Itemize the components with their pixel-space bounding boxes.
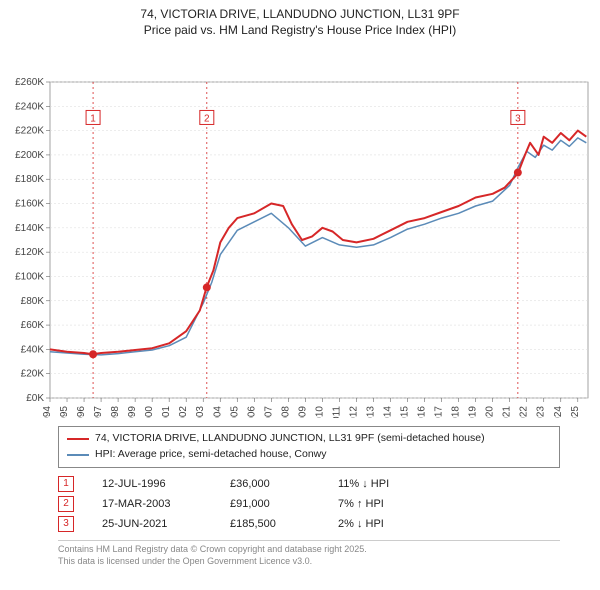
svg-text:2015: 2015 [400, 406, 411, 418]
legend-label-0: 74, VICTORIA DRIVE, LLANDUDNO JUNCTION, … [95, 431, 485, 447]
svg-text:£40K: £40K [21, 345, 45, 356]
transactions-table: 1 12-JUL-1996 £36,000 11% ↓ HPI 2 17-MAR… [58, 474, 560, 534]
footer-line-1: Contains HM Land Registry data © Crown c… [58, 544, 560, 556]
tx-price: £91,000 [230, 498, 310, 510]
svg-text:£120K: £120K [15, 248, 44, 259]
tx-delta: 11% ↓ HPI [338, 478, 428, 490]
svg-text:2002: 2002 [178, 406, 189, 418]
svg-text:£140K: £140K [15, 223, 44, 234]
svg-text:2022: 2022 [519, 406, 530, 418]
svg-text:2017: 2017 [434, 406, 445, 418]
title-line-1: 74, VICTORIA DRIVE, LLANDUDNO JUNCTION, … [0, 6, 600, 22]
svg-text:2023: 2023 [536, 406, 547, 418]
svg-text:2006: 2006 [246, 406, 257, 418]
tx-delta: 7% ↑ HPI [338, 498, 428, 510]
svg-text:2000: 2000 [144, 406, 155, 418]
svg-text:£260K: £260K [15, 77, 44, 88]
svg-text:2009: 2009 [297, 406, 308, 418]
svg-text:£60K: £60K [21, 320, 45, 331]
svg-text:2: 2 [204, 114, 210, 125]
legend-swatch-1 [67, 454, 89, 456]
svg-text:2012: 2012 [348, 406, 359, 418]
tx-price: £36,000 [230, 478, 310, 490]
table-row: 3 25-JUN-2021 £185,500 2% ↓ HPI [58, 514, 560, 534]
svg-text:£200K: £200K [15, 150, 44, 161]
svg-text:2019: 2019 [468, 406, 479, 418]
svg-text:2011: 2011 [331, 406, 342, 418]
svg-text:1999: 1999 [127, 406, 138, 418]
tx-badge-2: 2 [58, 496, 74, 512]
legend-swatch-0 [67, 438, 89, 440]
tx-delta: 2% ↓ HPI [338, 518, 428, 530]
svg-text:2020: 2020 [485, 406, 496, 418]
chart-area: £0K £20K £40K £60K £80K £100K £120K £140K £160K £… [0, 38, 600, 418]
legend-label-1: HPI: Average price, semi-detached house,… [95, 447, 327, 463]
svg-text:£240K: £240K [15, 102, 44, 113]
svg-text:2021: 2021 [502, 406, 513, 418]
svg-text:1995: 1995 [59, 406, 70, 418]
legend-item-0: 74, VICTORIA DRIVE, LLANDUDNO JUNCTION, … [67, 431, 551, 447]
svg-text:2025: 2025 [570, 406, 581, 418]
svg-text:2004: 2004 [212, 406, 223, 418]
svg-text:1997: 1997 [93, 406, 104, 418]
tx-date: 17-MAR-2003 [102, 498, 202, 510]
table-row: 2 17-MAR-2003 £91,000 7% ↑ HPI [58, 494, 560, 514]
svg-text:2008: 2008 [280, 406, 291, 418]
tx-badge-1: 1 [58, 476, 74, 492]
chart-svg: £0K £20K £40K £60K £80K £100K £120K £140K £160K £… [0, 38, 600, 418]
tx-date: 25-JUN-2021 [102, 518, 202, 530]
svg-text:2018: 2018 [451, 406, 462, 418]
svg-text:2007: 2007 [263, 406, 274, 418]
chart-title: 74, VICTORIA DRIVE, LLANDUDNO JUNCTION, … [0, 0, 600, 38]
tx-badge-3: 3 [58, 516, 74, 532]
legend: 74, VICTORIA DRIVE, LLANDUDNO JUNCTION, … [58, 426, 560, 468]
svg-text:1996: 1996 [76, 406, 87, 418]
svg-text:2024: 2024 [553, 406, 564, 418]
footer: Contains HM Land Registry data © Crown c… [58, 540, 560, 567]
svg-text:2016: 2016 [417, 406, 428, 418]
tx-price: £185,500 [230, 518, 310, 530]
svg-text:1994: 1994 [42, 406, 53, 418]
svg-text:£220K: £220K [15, 126, 44, 137]
table-row: 1 12-JUL-1996 £36,000 11% ↓ HPI [58, 474, 560, 494]
legend-item-1: HPI: Average price, semi-detached house,… [67, 447, 551, 463]
footer-line-2: This data is licensed under the Open Gov… [58, 556, 560, 568]
svg-text:£20K: £20K [21, 369, 45, 380]
svg-text:2010: 2010 [314, 406, 325, 418]
svg-text:2013: 2013 [365, 406, 376, 418]
svg-text:2005: 2005 [229, 406, 240, 418]
svg-text:£80K: £80K [21, 296, 45, 307]
svg-text:1: 1 [90, 114, 96, 125]
svg-text:2003: 2003 [195, 406, 206, 418]
title-line-2: Price paid vs. HM Land Registry's House … [0, 22, 600, 38]
svg-text:2014: 2014 [383, 406, 394, 418]
svg-text:£100K: £100K [15, 272, 44, 283]
svg-text:3: 3 [515, 114, 521, 125]
svg-text:£160K: £160K [15, 199, 44, 210]
svg-text:£0K: £0K [26, 393, 44, 404]
svg-text:2001: 2001 [161, 406, 172, 418]
svg-text:£180K: £180K [15, 175, 44, 186]
tx-date: 12-JUL-1996 [102, 478, 202, 490]
svg-text:1998: 1998 [110, 406, 121, 418]
